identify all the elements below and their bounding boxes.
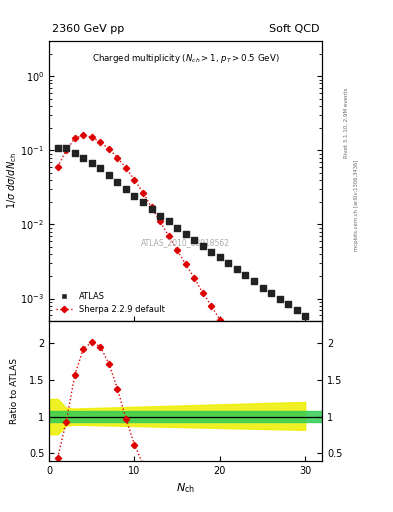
Point <box>200 242 206 250</box>
Point <box>140 198 146 206</box>
Point <box>294 306 300 314</box>
Point <box>106 172 112 180</box>
Point <box>72 148 78 157</box>
Point <box>225 259 231 267</box>
Y-axis label: Ratio to ATLAS: Ratio to ATLAS <box>10 358 19 424</box>
Point <box>285 300 291 308</box>
Point <box>165 217 172 225</box>
Point <box>114 178 121 186</box>
Text: mcplots.cern.ch [arXiv:1306.3436]: mcplots.cern.ch [arXiv:1306.3436] <box>354 159 359 250</box>
Text: Rivet 3.1.10, 2.9M events: Rivet 3.1.10, 2.9M events <box>344 88 349 158</box>
Point <box>251 278 257 286</box>
Point <box>123 185 129 193</box>
X-axis label: $N_\mathrm{ch}$: $N_\mathrm{ch}$ <box>176 481 195 495</box>
Point <box>174 224 180 232</box>
Point <box>242 270 249 279</box>
Text: Charged multiplicity ($N_{ch}>1$, $p_T>0.5$ GeV): Charged multiplicity ($N_{ch}>1$, $p_T>0… <box>92 52 279 65</box>
Point <box>276 294 283 303</box>
Point <box>97 164 103 173</box>
Y-axis label: $1/\sigma\;d\sigma/dN_\mathrm{ch}$: $1/\sigma\;d\sigma/dN_\mathrm{ch}$ <box>5 153 19 209</box>
Text: Soft QCD: Soft QCD <box>269 24 320 34</box>
Point <box>217 253 223 262</box>
Point <box>89 159 95 167</box>
Point <box>80 154 86 162</box>
Text: 2360 GeV pp: 2360 GeV pp <box>52 24 124 34</box>
Legend: ATLAS, Sherpa 2.2.9 default: ATLAS, Sherpa 2.2.9 default <box>53 289 167 317</box>
Point <box>302 312 309 320</box>
Point <box>182 229 189 238</box>
Point <box>131 192 138 200</box>
Point <box>55 144 61 152</box>
Point <box>268 289 274 297</box>
Point <box>63 144 69 152</box>
Point <box>157 212 163 220</box>
Point <box>149 205 155 214</box>
Point <box>259 284 266 292</box>
Text: ATLAS_2010_S8918562: ATLAS_2010_S8918562 <box>141 238 230 247</box>
Point <box>208 247 215 255</box>
Point <box>234 265 240 273</box>
Point <box>191 236 197 244</box>
